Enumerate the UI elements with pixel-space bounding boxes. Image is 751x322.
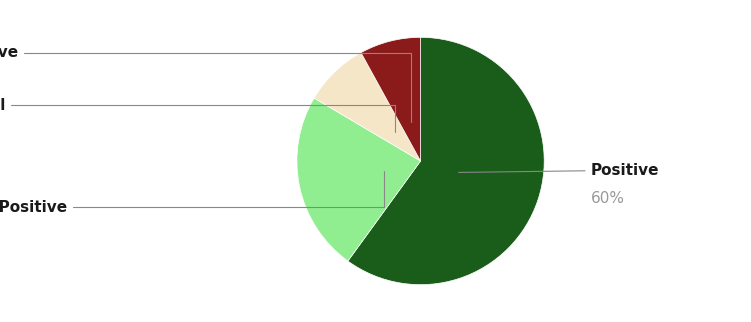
Wedge shape: [297, 98, 421, 261]
Text: Mixed-Positive: Mixed-Positive: [0, 171, 385, 215]
Text: Negative: Negative: [0, 45, 412, 122]
Text: 60%: 60%: [590, 191, 625, 205]
Wedge shape: [361, 37, 421, 161]
Text: Neutral: Neutral: [0, 98, 395, 132]
Wedge shape: [314, 52, 421, 161]
Text: Positive: Positive: [459, 163, 659, 178]
Wedge shape: [348, 37, 544, 285]
